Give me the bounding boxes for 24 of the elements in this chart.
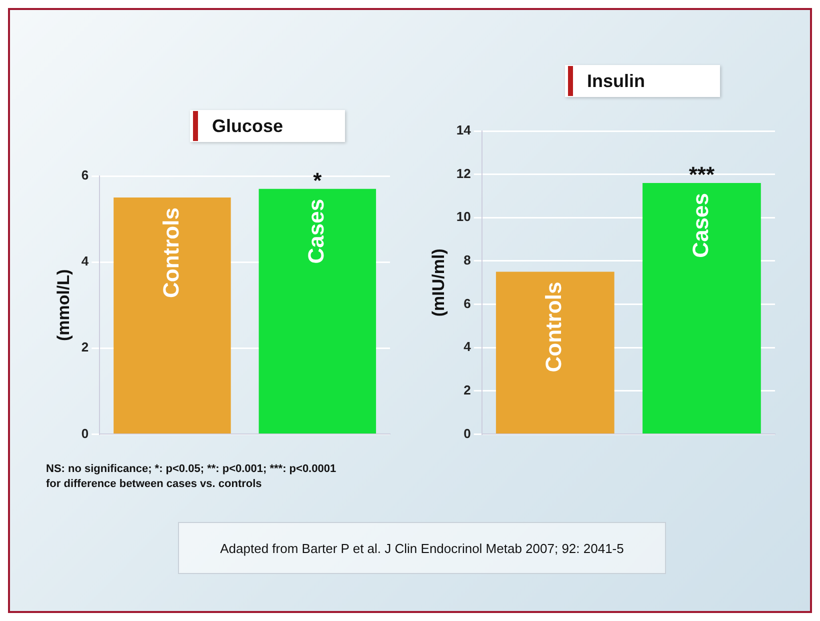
y-axis-title: (mIU/ml): [428, 248, 448, 317]
y-tick-label: 12: [456, 166, 471, 181]
text: Adapted from Barter P et al. J Clin Endocrinol Metab 2007; 92: 2041-5: [178, 522, 666, 574]
y-tick-label: 0: [81, 426, 89, 441]
y-tick-label: 14: [456, 122, 472, 138]
chart-title: Insulin: [587, 70, 645, 92]
chart-title: Glucose: [212, 116, 284, 136]
y-axis-title: (mmol/L): [54, 269, 73, 341]
text: NS: no significance; *: p<0.05; **: p<0.001; ***: p<0.0001 for difference between cases vs. controls: [46, 462, 336, 492]
y-tick-label: 10: [456, 209, 471, 224]
x-tick-label: Controls: [158, 208, 184, 298]
x-tick-label: Cases: [303, 198, 328, 264]
y-tick-label: 6: [464, 296, 471, 311]
y-tick-label: 6: [81, 168, 89, 183]
y-tick-label: 0: [464, 426, 471, 441]
x-tick-label: Cases: [688, 192, 713, 258]
y-tick-label: 4: [81, 254, 90, 269]
y-tick-label: 4: [464, 339, 472, 354]
annotation: ***: [688, 162, 715, 188]
annotation: *: [313, 168, 322, 193]
x-tick-label: Controls: [541, 282, 566, 372]
y-tick-label: 2: [464, 382, 471, 398]
y-tick-label: 2: [81, 340, 89, 355]
y-tick-label: 8: [464, 252, 471, 268]
